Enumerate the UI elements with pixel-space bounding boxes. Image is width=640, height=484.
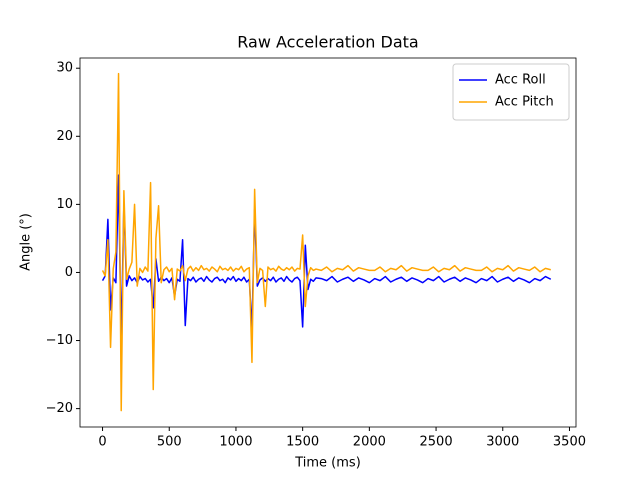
- y-axis-label: Angle (°): [19, 213, 34, 271]
- y-tick-label: −10: [46, 333, 73, 348]
- y-tick-label: 30: [56, 61, 73, 76]
- y-tick-label: 20: [56, 129, 73, 144]
- y-tick-label: 0: [65, 265, 73, 280]
- series-line: [101, 174, 552, 345]
- x-tick-label: 1000: [219, 435, 252, 450]
- x-axis-label: Time (ms): [294, 456, 361, 471]
- axes-frame: [79, 57, 577, 428]
- x-tick-label: 3500: [553, 435, 586, 450]
- series-line: [101, 72, 551, 412]
- x-tick-label: 500: [157, 435, 182, 450]
- x-tick-label: 2500: [420, 435, 453, 450]
- x-tick-label: 3000: [486, 435, 519, 450]
- legend-label: Acc Pitch: [495, 95, 554, 110]
- legend-box: [452, 63, 570, 121]
- y-tick-label: −20: [46, 401, 73, 416]
- y-tick-label: 10: [56, 197, 73, 212]
- legend-label: Acc Roll: [495, 73, 546, 88]
- chart-title: Raw Acceleration Data: [237, 33, 418, 52]
- x-tick-label: 1500: [286, 435, 319, 450]
- x-tick-label: 2000: [353, 435, 386, 450]
- x-tick-label: 0: [98, 435, 106, 450]
